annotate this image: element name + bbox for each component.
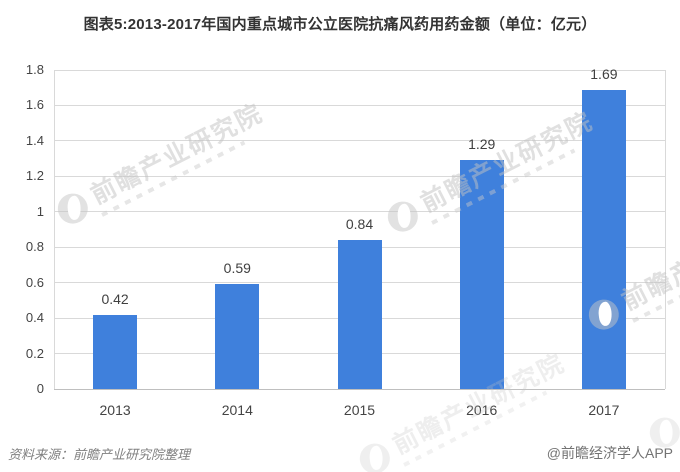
x-axis-tick-label: 2015 bbox=[343, 402, 376, 418]
bar-2013 bbox=[93, 314, 138, 389]
gridline bbox=[54, 69, 665, 71]
bar-value-label: 1.29 bbox=[468, 136, 496, 153]
y-axis-tick-label: 0.6 bbox=[25, 274, 44, 290]
x-axis-tick-label: 2013 bbox=[99, 402, 131, 418]
y-axis-tick-label: 1.6 bbox=[25, 97, 44, 113]
x-axis-tick-label: 2014 bbox=[221, 402, 253, 418]
bar-2017 bbox=[581, 89, 626, 389]
bar-value-label: 0.84 bbox=[345, 216, 374, 233]
credit-note: @前瞻经济学人APP bbox=[546, 445, 673, 461]
y-axis-tick-label: 1.2 bbox=[25, 168, 44, 184]
y-axis-tick-label: 0.2 bbox=[25, 345, 44, 361]
chart-title: 图表5:2013-2017年国内重点城市公立医院抗痛风药用药金额（单位：亿元） bbox=[83, 16, 597, 33]
bar-value-label: 0.42 bbox=[101, 290, 129, 307]
y-axis-tick-label: 0 bbox=[36, 381, 44, 396]
y-axis-tick-label: 0.4 bbox=[25, 310, 44, 326]
bar-2016 bbox=[459, 160, 504, 389]
bar-2015 bbox=[337, 240, 382, 389]
bar-value-label: 1.69 bbox=[590, 65, 618, 82]
gridline bbox=[54, 104, 665, 106]
plot-left-border bbox=[54, 70, 55, 389]
x-axis-line bbox=[54, 388, 665, 390]
gridline bbox=[54, 140, 665, 142]
y-axis-tick-label: 1.4 bbox=[25, 132, 44, 148]
y-axis-tick-label: 1.8 bbox=[25, 62, 44, 77]
x-axis-tick-label: 2016 bbox=[466, 402, 498, 418]
bar-2014 bbox=[215, 284, 260, 389]
y-axis-tick-label: 1 bbox=[36, 203, 44, 219]
bar-value-label: 0.59 bbox=[223, 260, 251, 277]
y-axis-tick-label: 0.8 bbox=[25, 239, 44, 255]
gridline bbox=[54, 211, 665, 213]
x-axis-tick-label: 2017 bbox=[588, 402, 620, 418]
plot-right-border bbox=[665, 70, 666, 389]
source-note: 资料来源：前瞻产业研究院整理 bbox=[8, 447, 191, 462]
gridline bbox=[54, 175, 665, 177]
